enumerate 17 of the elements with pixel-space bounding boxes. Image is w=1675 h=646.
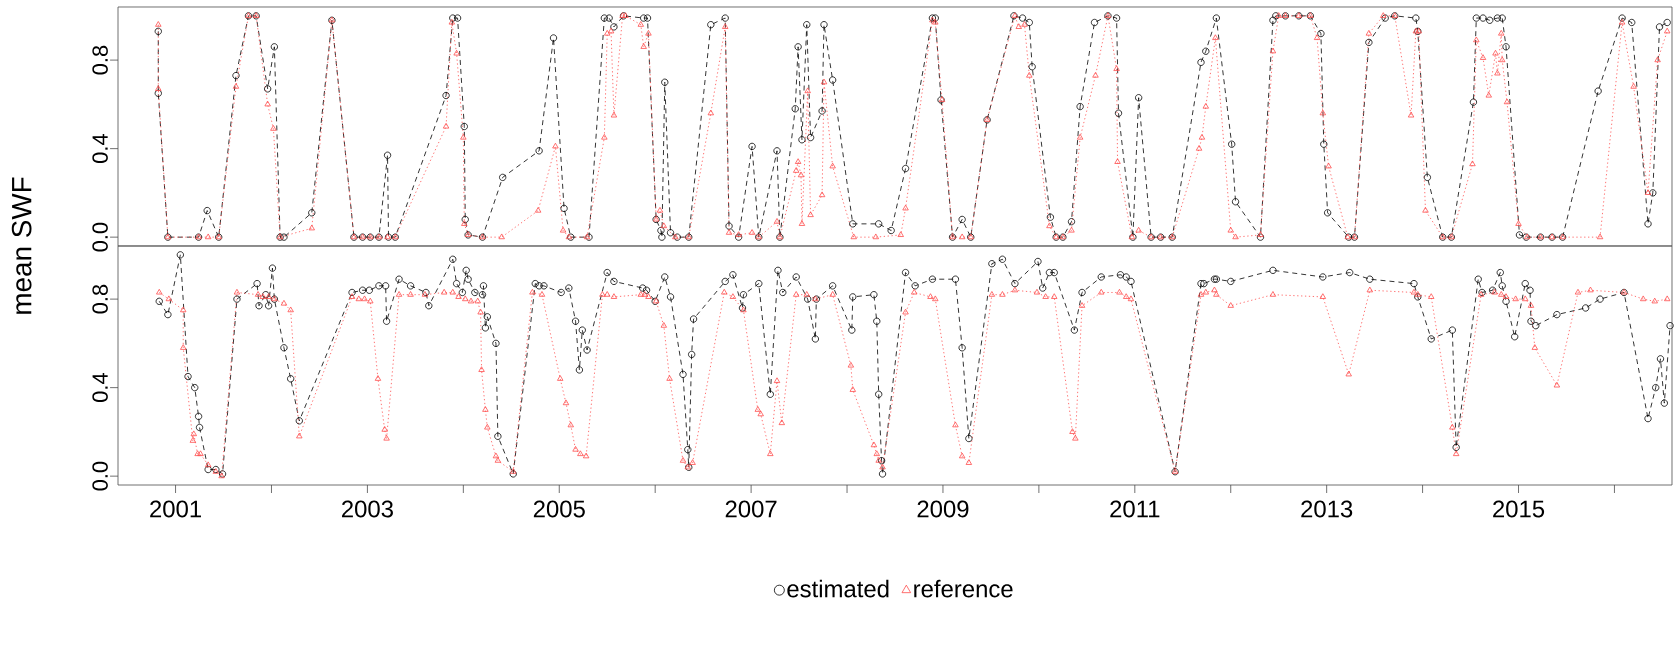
y-axis-title: mean SWF <box>11 177 32 314</box>
x-tick-label: 2001 <box>150 500 201 518</box>
x-tick-label: 2003 <box>342 500 393 518</box>
x-tick-label: 2015 <box>1493 500 1545 518</box>
y-tick-label: 0.0 <box>92 461 108 491</box>
x-tick-label: 2007 <box>725 500 777 518</box>
y-tick-label: 0.4 <box>92 373 108 402</box>
y-tick-label: 0.0 <box>92 222 108 252</box>
y-tick-label: 0.4 <box>92 134 108 163</box>
x-tick-label: 2011 <box>1110 500 1160 518</box>
y-tick-label: 0.8 <box>92 45 108 75</box>
x-tick-label: 2005 <box>533 500 585 518</box>
legend-label: reference <box>914 579 1013 598</box>
x-tick-label: 2009 <box>917 500 969 518</box>
legend-label: estimated <box>787 579 889 598</box>
x-tick-label: 2013 <box>1301 500 1353 518</box>
y-tick-label: 0.8 <box>92 284 108 314</box>
